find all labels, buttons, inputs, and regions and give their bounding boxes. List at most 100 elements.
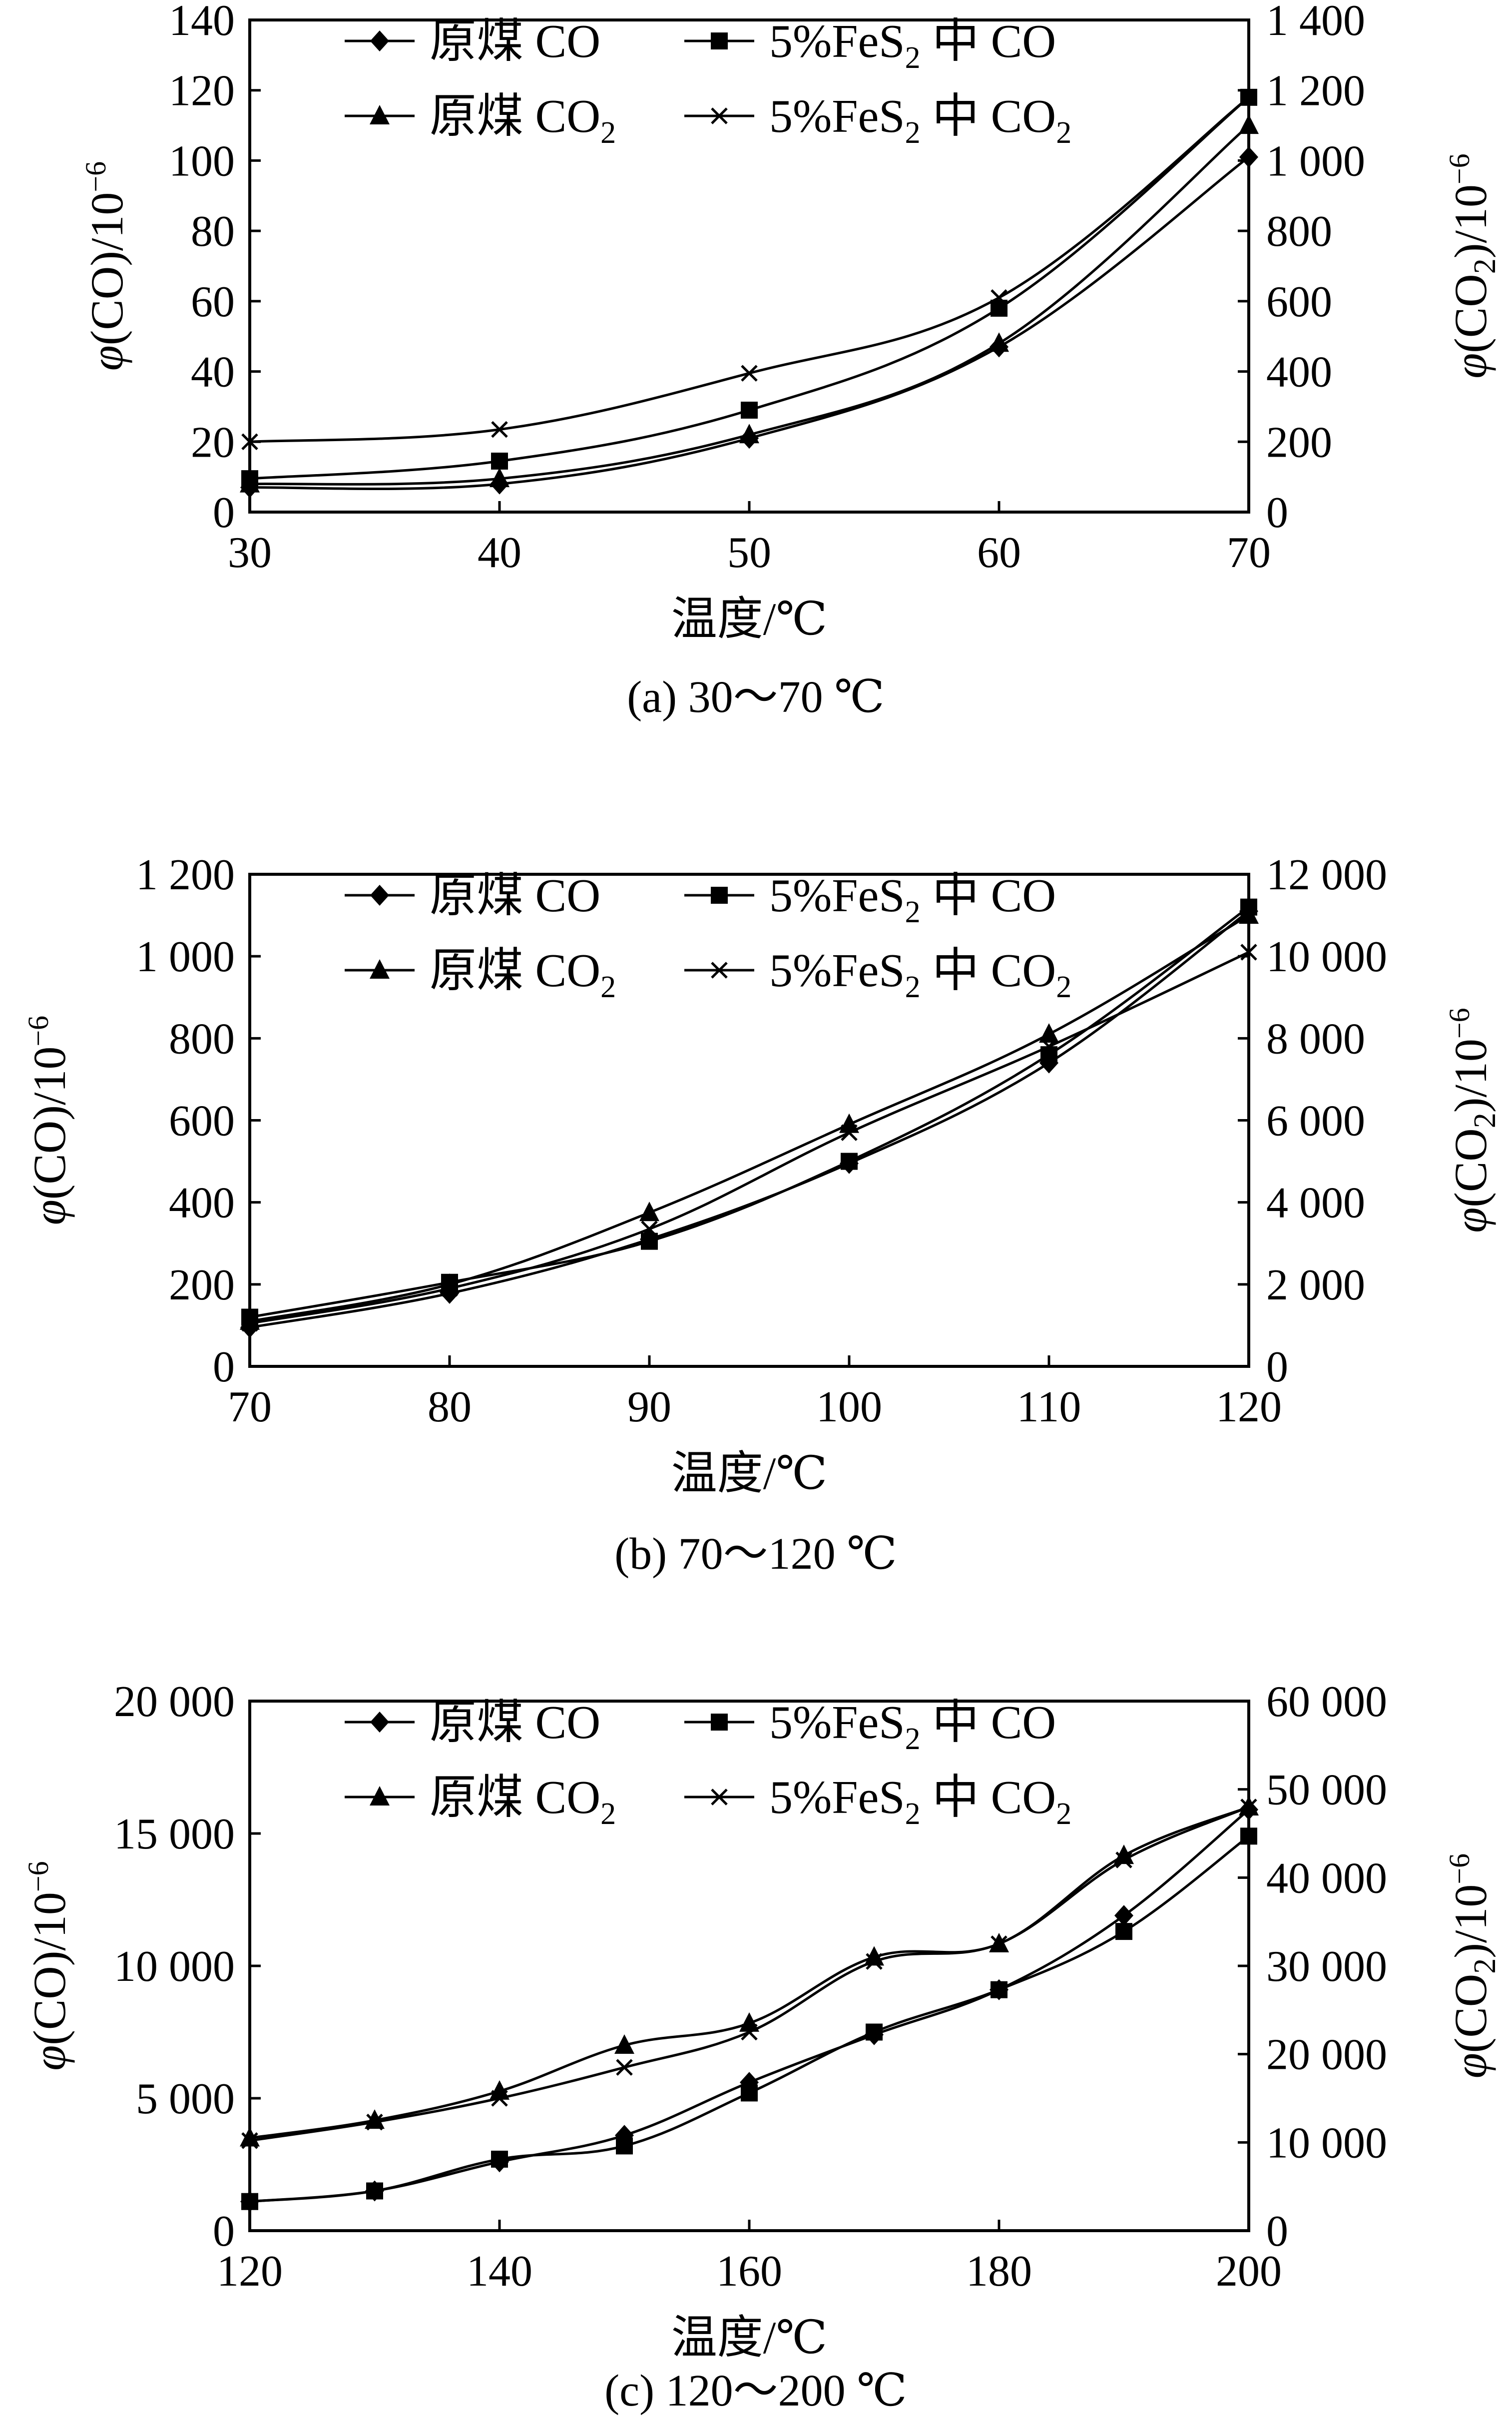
legend: 原煤 CO 5%FeS2 中 CO 原煤 CO2 5%FeS2 中 CO2 [345,1697,1071,1831]
diamond-marker [370,885,389,906]
legend-entry-label: 5%FeS2 中 CO [769,15,1056,75]
x-marker [491,421,508,438]
x-tick-label: 160 [716,2247,782,2296]
legend-entry-label: 原煤 CO2 [430,945,616,1004]
y-left-tick-label: 0 [213,489,235,537]
square-marker [616,2137,633,2155]
y-left-tick-label: 20 000 [114,1678,235,1726]
y-right-tick-label: 2 000 [1266,1261,1365,1309]
y-right-tick-label: 0 [1266,2207,1288,2256]
y-right-tick-label: 10 000 [1266,933,1387,981]
y-right-tick-label: 0 [1266,1343,1288,1391]
series-line [249,1806,1249,2142]
triangle-marker [240,2127,260,2147]
triangle-marker [989,332,1009,352]
x-tick-label: 30 [228,529,272,577]
y-left-tick-label: 400 [169,1179,235,1227]
triangle-marker [370,105,390,124]
square-marker [711,1714,728,1731]
x-tick-label: 60 [977,529,1021,577]
triangle-marker [370,959,390,979]
y-left-tick-label: 5 000 [136,2075,235,2123]
y-right-tick-label: 800 [1266,207,1332,256]
y-right-axis-title: φ(CO2)/10−6 [1443,1853,1502,2078]
square-marker [841,1153,858,1170]
y-right-axis-title: φ(CO2)/10−6 [1443,153,1502,378]
x-axis-title: 温度/℃ [671,594,827,644]
diamond-marker [370,1712,389,1733]
x-marker [1240,89,1257,106]
legend-entry-label: 原煤 CO2 [430,90,616,150]
x-marker [841,1124,858,1141]
square-marker [491,2150,508,2168]
x-marker [366,2113,383,2131]
y-right-tick-label: 60 000 [1266,1678,1387,1726]
y-left-tick-label: 0 [213,2207,235,2256]
square-marker [491,452,508,470]
y-right-tick-label: 8 000 [1266,1015,1365,1063]
legend-entry-label: 原煤 CO [430,15,600,67]
y-left-tick-label: 0 [213,1343,235,1391]
y-right-tick-label: 200 [1266,418,1332,467]
x-marker [1040,1038,1057,1055]
panel-caption: (b) 70～120 ℃ [614,1529,897,1579]
x-marker [241,1315,258,1332]
legend-entry-label: 5%FeS2 中 CO [769,1697,1056,1756]
x-marker [1240,944,1257,961]
x-marker [711,107,728,124]
x-marker [741,365,758,382]
square-marker [366,2182,383,2200]
triangle-marker [739,424,759,444]
x-tick-label: 200 [1216,2247,1282,2296]
legend-entry-label: 5%FeS2 中 CO2 [769,1772,1071,1831]
y-left-axis-title: φ(CO)/10−6 [22,1861,75,2070]
y-right-tick-label: 30 000 [1266,1942,1387,1991]
y-left-tick-label: 80 [191,207,235,256]
y-left-tick-label: 40 [191,348,235,397]
triangle-marker [1039,1023,1059,1043]
triangle-marker [614,2034,634,2054]
diamond-marker [1114,1905,1133,1926]
y-right-tick-label: 10 000 [1266,2119,1387,2167]
y-right-tick-label: 1 000 [1266,137,1365,185]
series-line [249,1809,1250,2203]
y-left-tick-label: 100 [169,137,235,185]
x-tick-label: 120 [1216,1383,1282,1431]
triangle-marker [1114,1844,1134,1864]
series-line [249,951,1250,1325]
triangle-marker [240,1310,260,1330]
x-marker [741,2023,758,2041]
diamond-marker [1239,146,1258,168]
y-left-tick-label: 120 [169,67,235,115]
panel-caption: (c) 120～200 ℃ [604,2366,907,2416]
y-left-tick-label: 20 [191,418,235,467]
x-marker [1115,1851,1132,1868]
x-axis-title: 温度/℃ [671,1448,827,1499]
y-right-tick-label: 1 400 [1266,0,1365,45]
triangle-marker [370,1786,390,1806]
y-right-tick-label: 400 [1266,348,1332,397]
x-marker [241,433,258,451]
x-marker [991,289,1008,306]
legend-entry-label: 原煤 CO [430,870,600,922]
y-right-tick-label: 40 000 [1266,1854,1387,1902]
x-marker [1240,1799,1257,1816]
diamond-marker [370,30,389,51]
square-marker [991,1981,1008,1998]
y-right-tick-label: 6 000 [1266,1097,1365,1146]
legend-entry-label: 5%FeS2 中 CO2 [769,945,1071,1004]
x-marker [866,1953,883,1970]
y-right-tick-label: 0 [1266,489,1288,537]
y-left-tick-label: 60 [191,278,235,326]
series-line [249,910,1250,1329]
y-left-tick-label: 200 [169,1261,235,1309]
y-left-tick-label: 600 [169,1097,235,1146]
x-marker [711,1789,728,1806]
y-right-tick-label: 20 000 [1266,2031,1387,2079]
panel-caption: (a) 30～70 ℃ [627,672,885,722]
y-right-tick-label: 1 200 [1266,67,1365,115]
y-left-tick-label: 800 [169,1015,235,1063]
x-tick-label: 180 [966,2247,1032,2296]
